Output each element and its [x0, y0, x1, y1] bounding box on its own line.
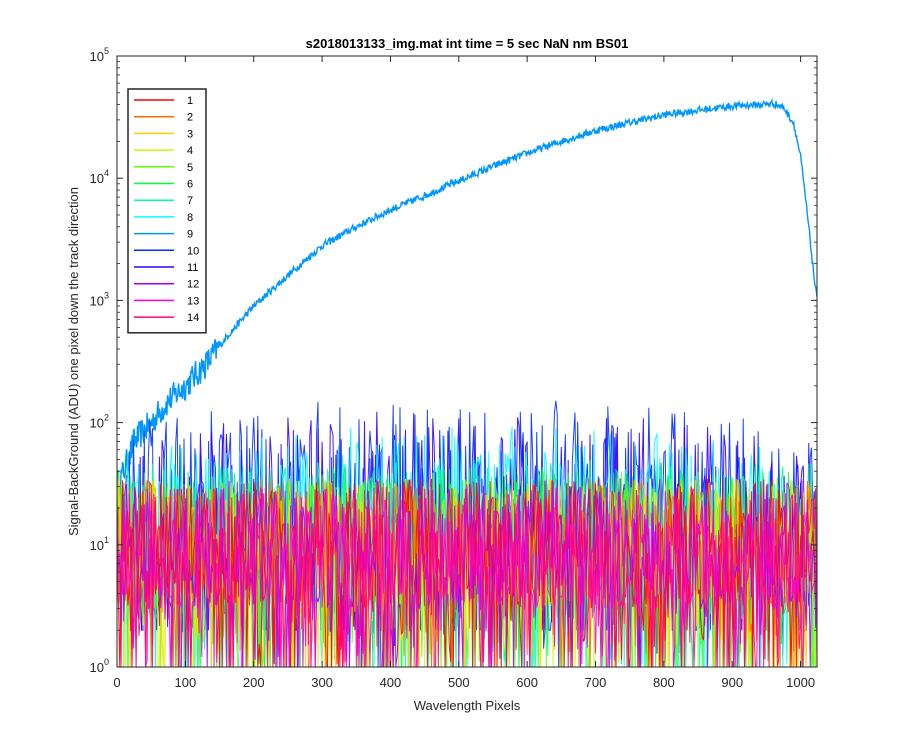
legend-label-10: 10	[187, 245, 199, 257]
legend-label-13: 13	[187, 295, 199, 307]
ticks-layer: 0 100 200 300 400 500 600 700 800 900 100010010110…	[90, 46, 817, 690]
y-tick-label: 102	[90, 413, 109, 431]
legend-box	[127, 88, 207, 334]
legend-label-9: 9	[187, 229, 193, 241]
legend-label-5: 5	[187, 162, 193, 174]
y-tick-label: 104	[90, 168, 109, 186]
y-tick-label: 105	[90, 46, 109, 64]
legend-label-12: 12	[187, 279, 199, 291]
x-axis-label: Wavelength Pixels	[414, 698, 521, 713]
x-tick-label: 400	[380, 675, 402, 690]
legend-label-8: 8	[187, 212, 193, 224]
x-tick-label: 700	[585, 675, 607, 690]
legend-label-1: 1	[187, 95, 193, 107]
series-line-9	[117, 98, 817, 499]
y-tick-label: 100	[90, 657, 109, 675]
x-tick-label: 900	[721, 675, 743, 690]
legend-label-6: 6	[187, 179, 193, 191]
series-layer	[117, 98, 817, 667]
legend-label-14: 14	[187, 312, 199, 324]
legend-label-3: 3	[187, 128, 193, 140]
legend-label-11: 11	[187, 262, 198, 274]
x-tick-label: 500	[448, 675, 470, 690]
chart-title: s2018013133_img.mat int time = 5 sec NaN…	[306, 36, 629, 51]
x-tick-label: 1000	[786, 675, 815, 690]
legend-label-4: 4	[187, 145, 193, 157]
legend-label-2: 2	[187, 112, 193, 124]
y-axis-label: Signal-BackGround (ADU) one pixel down t…	[66, 187, 81, 536]
axes-box	[116, 55, 818, 668]
x-tick-label: 200	[243, 675, 265, 690]
x-tick-label: 0	[113, 675, 120, 690]
legend-label-7: 7	[187, 195, 193, 207]
x-tick-label: 800	[653, 675, 675, 690]
series-line-14	[117, 486, 817, 667]
y-tick-label: 101	[90, 535, 109, 553]
x-tick-label: 600	[516, 675, 538, 690]
x-tick-label: 300	[311, 675, 333, 690]
x-tick-label: 100	[175, 675, 197, 690]
series-line-1	[117, 478, 817, 667]
y-tick-label: 103	[90, 290, 109, 308]
